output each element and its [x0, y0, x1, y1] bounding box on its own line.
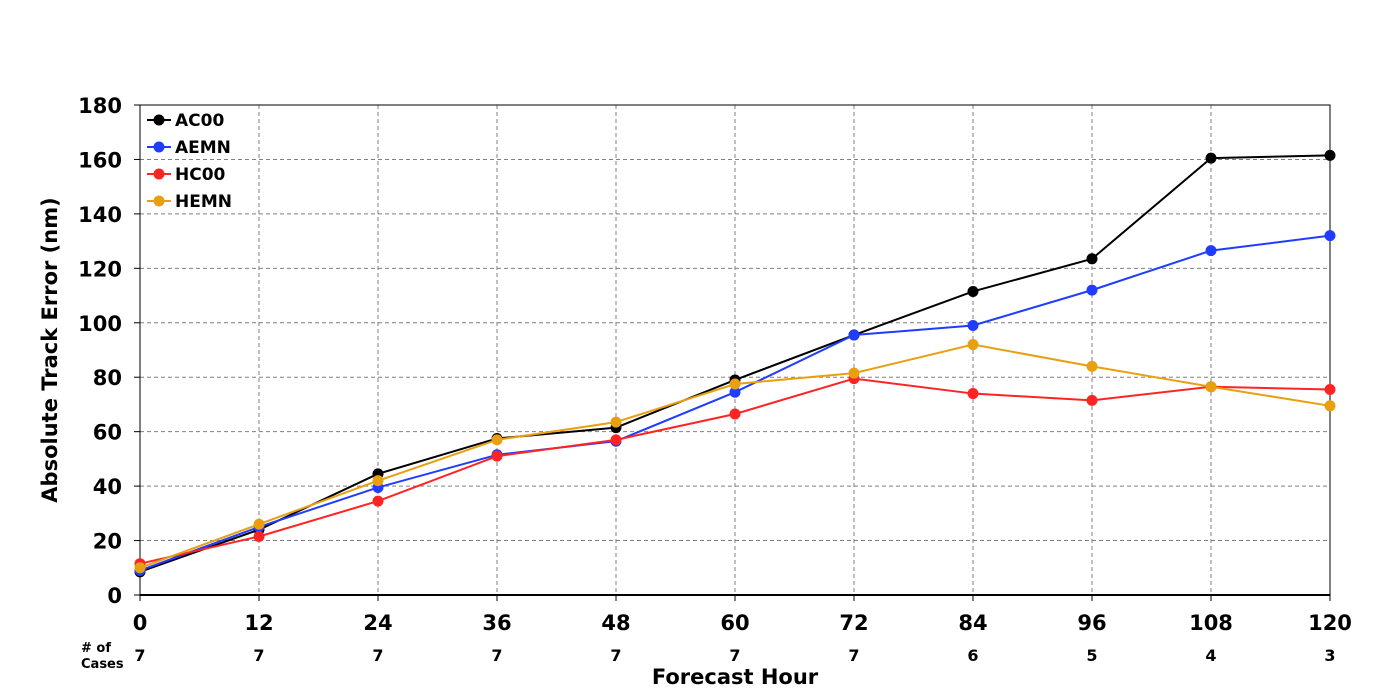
- data-point: [1205, 381, 1217, 393]
- y-tick-label: 40: [93, 475, 122, 499]
- x-tick-label: 48: [601, 611, 630, 635]
- data-point: [1324, 230, 1336, 242]
- cases-value: 7: [134, 646, 145, 665]
- data-point: [1086, 394, 1098, 406]
- data-point: [134, 562, 146, 574]
- cases-value: 3: [1324, 646, 1335, 665]
- data-point: [729, 408, 741, 420]
- x-axis-title: Forecast Hour: [652, 665, 819, 689]
- data-point: [729, 386, 741, 398]
- cases-value: 7: [491, 646, 502, 665]
- data-point: [967, 388, 979, 400]
- data-point: [1205, 152, 1217, 164]
- legend: AC00 AEMN HC00 HEMN: [147, 111, 232, 212]
- x-tick-label: 120: [1308, 611, 1352, 635]
- data-point: [491, 450, 503, 462]
- series-lines: [134, 149, 1336, 578]
- data-point: [1324, 400, 1336, 412]
- x-tick-label: 0: [133, 611, 148, 635]
- legend-item-hc00: HC00: [147, 165, 226, 185]
- y-axis-title: Absolute Track Error (nm): [38, 197, 62, 502]
- x-tick-label: 12: [244, 611, 273, 635]
- cases-value: 7: [610, 646, 621, 665]
- cases-value: 4: [1205, 646, 1216, 665]
- data-point: [1086, 253, 1098, 265]
- data-point: [372, 495, 384, 507]
- y-tick-label: 60: [93, 421, 122, 445]
- legend-item-hemn: HEMN: [147, 192, 232, 212]
- legend-item-ac00: AC00: [147, 111, 224, 131]
- x-tick-label: 72: [839, 611, 868, 635]
- cases-value: 7: [372, 646, 383, 665]
- cases-value: 5: [1086, 646, 1097, 665]
- x-tick-label: 60: [720, 611, 749, 635]
- legend-swatch-marker: [153, 114, 165, 126]
- series-hemn: [134, 339, 1336, 574]
- data-point: [253, 518, 265, 530]
- data-point: [848, 329, 860, 341]
- data-point: [967, 285, 979, 297]
- x-tick-label: 96: [1077, 611, 1106, 635]
- legend-item-aemn: AEMN: [147, 138, 231, 158]
- cases-value: 7: [848, 646, 859, 665]
- data-point: [1324, 149, 1336, 161]
- legend-label: AC00: [175, 111, 224, 131]
- data-point: [372, 475, 384, 487]
- y-tick-label: 20: [93, 530, 122, 554]
- y-tick-label: 160: [78, 148, 122, 172]
- y-tick-label: 100: [78, 312, 122, 336]
- data-point: [253, 530, 265, 542]
- data-point: [967, 320, 979, 331]
- x-tick-label: 84: [958, 611, 987, 635]
- data-point: [729, 378, 741, 390]
- grid-lines: [140, 105, 1330, 595]
- cases-value: 7: [253, 646, 264, 665]
- x-tick-label: 108: [1189, 611, 1233, 635]
- data-point: [610, 434, 622, 446]
- legend-swatch-marker: [153, 168, 165, 180]
- cases-value: 6: [967, 646, 978, 665]
- legend-label: HC00: [175, 165, 226, 185]
- data-point: [848, 367, 860, 379]
- x-tick-label: 24: [363, 611, 392, 635]
- data-point: [610, 416, 622, 428]
- y-tick-label: 140: [78, 203, 122, 227]
- legend-label: HEMN: [175, 192, 232, 212]
- legend-swatch-marker: [153, 195, 165, 207]
- data-point: [1086, 284, 1098, 296]
- data-point: [1086, 360, 1098, 372]
- cases-row: # of Cases 7 7 7 7 7 7 7 6 5 4 3: [81, 641, 1336, 672]
- axes: 0 12 24 36 48 60 72 84 96 108 120 0 20 40 60 80 100 120 14…: [78, 94, 1352, 635]
- legend-swatch-marker: [153, 141, 165, 153]
- data-point: [1324, 383, 1336, 395]
- data-point: [491, 434, 503, 446]
- y-tick-label: 120: [78, 257, 122, 281]
- cases-row-label: # of Cases: [81, 641, 124, 672]
- cases-value: 7: [729, 646, 740, 665]
- y-tick-label: 180: [78, 94, 122, 118]
- data-point: [1205, 245, 1217, 257]
- y-tick-label: 80: [93, 366, 122, 390]
- data-point: [967, 339, 979, 351]
- legend-label: AEMN: [175, 138, 231, 158]
- y-tick-label: 0: [107, 584, 122, 608]
- x-tick-label: 36: [482, 611, 511, 635]
